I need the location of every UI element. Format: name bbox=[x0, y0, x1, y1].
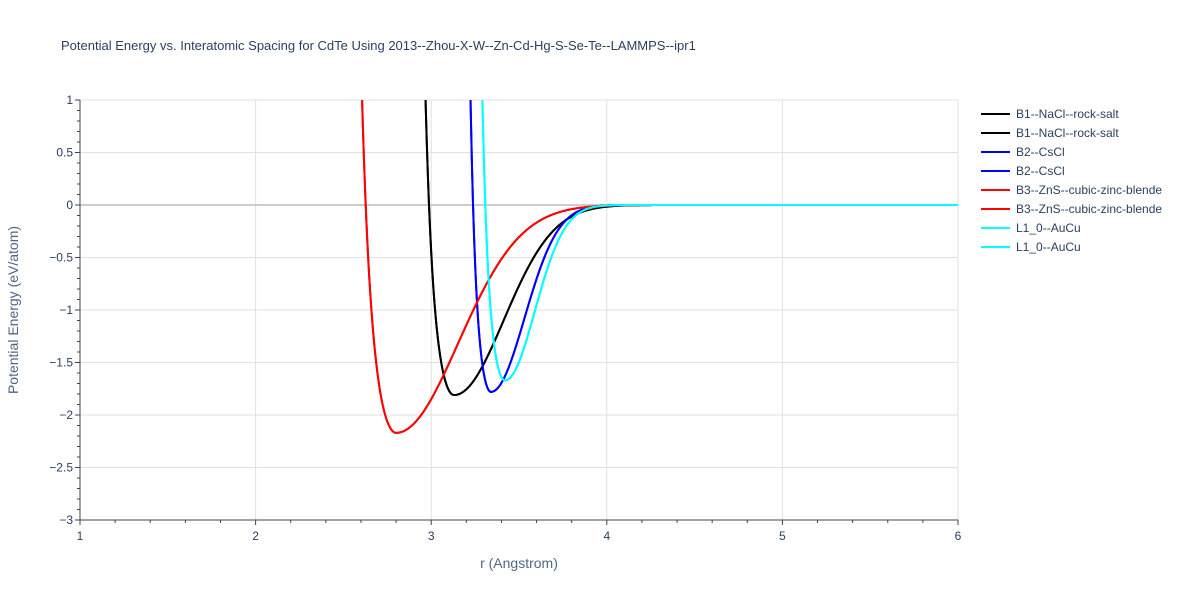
legend-label: L1_0--AuCu bbox=[1016, 240, 1081, 254]
legend-label: B1--NaCl--rock-salt bbox=[1016, 126, 1119, 140]
legend-label: L1_0--AuCu bbox=[1016, 221, 1081, 235]
legend-item[interactable]: B1--NaCl--rock-salt bbox=[981, 126, 1119, 140]
y-tick-label: 0.5 bbox=[56, 146, 73, 160]
series-line bbox=[361, 100, 958, 434]
series-lines bbox=[361, 100, 958, 434]
y-tick-label: 0 bbox=[66, 198, 73, 212]
legend-item[interactable]: B3--ZnS--cubic-zinc-blende bbox=[981, 183, 1162, 197]
x-tick-label: 3 bbox=[428, 529, 435, 543]
legend-label: B1--NaCl--rock-salt bbox=[1016, 107, 1119, 121]
x-tick-label: 2 bbox=[252, 529, 259, 543]
x-tick-label: 1 bbox=[77, 529, 84, 543]
y-tick-label: −1 bbox=[59, 303, 73, 317]
x-tick-label: 6 bbox=[955, 529, 962, 543]
grid-lines bbox=[80, 99, 959, 520]
legend-item[interactable]: B2--CsCl bbox=[981, 164, 1065, 178]
x-tick-label: 5 bbox=[779, 529, 786, 543]
chart-title: Potential Energy vs. Interatomic Spacing… bbox=[61, 38, 696, 53]
series-line bbox=[481, 100, 958, 382]
legend-item[interactable]: B3--ZnS--cubic-zinc-blende bbox=[981, 202, 1162, 216]
series-line bbox=[469, 100, 958, 393]
y-tick-label: 1 bbox=[66, 93, 73, 107]
y-tick-label: −2 bbox=[59, 408, 73, 422]
legend-label: B2--CsCl bbox=[1016, 164, 1065, 178]
legend-item[interactable]: B2--CsCl bbox=[981, 145, 1065, 159]
y-tick-label: −0.5 bbox=[49, 251, 73, 265]
legend[interactable]: B1--NaCl--rock-salt B1--NaCl--rock-salt B2… bbox=[981, 107, 1162, 254]
legend-label: B3--ZnS--cubic-zinc-blende bbox=[1016, 183, 1162, 197]
y-axis-ticks: −3 −2.5 −2 −1.5 −1 −0.5 0 0.5 1 bbox=[49, 93, 80, 527]
y-tick-label: −2.5 bbox=[49, 461, 73, 475]
x-tick-label: 4 bbox=[603, 529, 610, 543]
x-axis-title: r (Angstrom) bbox=[480, 555, 558, 571]
legend-label: B3--ZnS--cubic-zinc-blende bbox=[1016, 202, 1162, 216]
legend-label: B2--CsCl bbox=[1016, 145, 1065, 159]
y-tick-label: −3 bbox=[59, 513, 73, 527]
x-axis-ticks: 1 2 3 4 5 6 bbox=[77, 520, 962, 543]
series-line bbox=[481, 100, 958, 382]
y-axis-title: Potential Energy (eV/atom) bbox=[5, 226, 21, 394]
y-tick-label: −1.5 bbox=[49, 356, 73, 370]
legend-item[interactable]: B1--NaCl--rock-salt bbox=[981, 107, 1119, 121]
series-line bbox=[469, 100, 958, 393]
series-line bbox=[361, 100, 958, 434]
legend-item[interactable]: L1_0--AuCu bbox=[981, 221, 1081, 235]
legend-item[interactable]: L1_0--AuCu bbox=[981, 240, 1081, 254]
